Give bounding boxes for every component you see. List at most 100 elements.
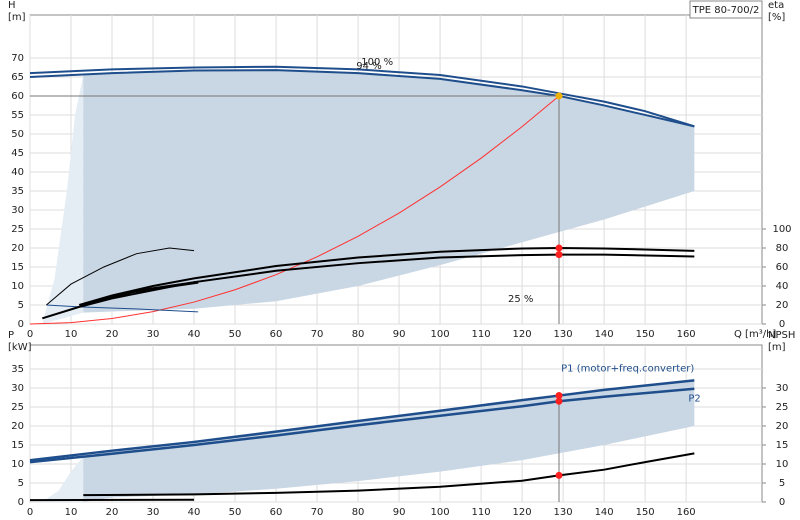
series-label: P1 (motor+freq.converter): [561, 363, 694, 374]
x-tick-label: 0: [27, 507, 33, 518]
operating-point: [555, 92, 563, 100]
curve: [46, 247, 195, 306]
y-tick-label: 35: [11, 186, 24, 197]
operating-point: [555, 251, 563, 259]
y-tick-label: 25: [11, 402, 24, 413]
y-tick-label: 0: [18, 497, 24, 508]
x-tick-label: 20: [106, 329, 119, 340]
x-tick-label: 110: [472, 329, 491, 340]
area: [83, 70, 695, 313]
y2-tick-label: 10: [776, 459, 789, 470]
operating-point: [555, 392, 563, 400]
x-tick-label: 110: [472, 507, 491, 518]
curve: [46, 304, 199, 313]
y-axis-unit: [kW]: [8, 342, 32, 353]
annotation: 100 %: [361, 57, 393, 68]
x-tick-label: 100: [431, 329, 450, 340]
y-tick-label: 5: [18, 300, 24, 311]
y-tick-label: 5: [18, 478, 24, 489]
x-tick-label: 50: [229, 507, 242, 518]
y-tick-label: 50: [11, 129, 24, 140]
chart-title: TPE 80-700/2: [692, 5, 760, 16]
x-tick-label: 20: [106, 507, 119, 518]
y2-axis-label: NPSH: [768, 330, 795, 341]
x-tick-label: 10: [65, 329, 78, 340]
x-tick-label: 90: [393, 507, 406, 518]
y-tick-label: 15: [11, 262, 24, 273]
operating-point: [555, 244, 563, 252]
y-tick-label: 15: [11, 440, 24, 451]
y2-tick-label: 25: [776, 402, 789, 413]
x-tick-label: 160: [677, 329, 696, 340]
y-tick-label: 35: [11, 364, 24, 375]
curve: [29, 69, 695, 128]
x-tick-label: 60: [270, 507, 283, 518]
x-tick-label: 120: [513, 329, 532, 340]
x-tick-label: 70: [311, 507, 324, 518]
curve: [29, 379, 695, 462]
y-tick-label: 20: [11, 243, 24, 254]
x-tick-label: 160: [677, 507, 696, 518]
x-tick-label: 150: [636, 507, 655, 518]
y-tick-label: 25: [11, 224, 24, 235]
y2-axis-unit: [m]: [768, 342, 786, 353]
x-tick-label: 130: [554, 329, 573, 340]
y-tick-label: 10: [11, 459, 24, 470]
series-label: P2: [688, 394, 700, 405]
x-tick-label: 150: [636, 329, 655, 340]
y-tick-label: 30: [11, 383, 24, 394]
x-tick-label: 40: [188, 507, 201, 518]
operating-point: [555, 397, 563, 405]
curve: [78, 246, 695, 306]
x-tick-label: 80: [352, 329, 365, 340]
annotation: 94 %: [356, 61, 381, 72]
y2-tick-label: 20: [776, 421, 789, 432]
y-tick-label: 10: [11, 281, 24, 292]
y-tick-label: 55: [11, 110, 24, 121]
x-tick-label: 10: [65, 507, 78, 518]
operating-point: [555, 471, 563, 479]
x-tick-label: 100: [431, 507, 450, 518]
y-axis-label: H: [8, 0, 16, 11]
x-tick-label: 90: [393, 329, 406, 340]
area: [42, 456, 84, 502]
y-tick-label: 70: [11, 53, 24, 64]
area: [42, 75, 84, 324]
y2-tick-label: 5: [779, 478, 785, 489]
x-tick-label: 80: [352, 507, 365, 518]
curve: [29, 65, 695, 128]
area: [83, 380, 695, 502]
y2-tick-label: 15: [776, 440, 789, 451]
x-tick-label: 140: [595, 329, 614, 340]
x-axis-label: Q [m³/h]: [734, 329, 776, 340]
y2-tick-label: 60: [776, 262, 789, 273]
x-tick-label: 140: [595, 507, 614, 518]
y-tick-label: 30: [11, 205, 24, 216]
y2-tick-label: 30: [776, 383, 789, 394]
y-tick-label: 0: [18, 319, 24, 330]
x-tick-label: 120: [513, 507, 532, 518]
x-tick-label: 50: [229, 329, 242, 340]
y2-tick-label: 0: [779, 497, 785, 508]
y-tick-label: 45: [11, 148, 24, 159]
x-tick-label: 70: [311, 329, 324, 340]
y-tick-label: 20: [11, 421, 24, 432]
x-tick-label: 130: [554, 507, 573, 518]
y2-tick-label: 100: [772, 224, 791, 235]
annotation: 25 %: [508, 294, 533, 305]
y2-tick-label: 40: [776, 281, 789, 292]
y-tick-label: 40: [11, 167, 24, 178]
curve: [29, 387, 695, 464]
curve: [83, 452, 695, 497]
y-axis-unit: [m]: [8, 12, 26, 23]
title-box: [689, 0, 763, 19]
y-tick-label: 65: [11, 72, 24, 83]
y-tick-label: 60: [11, 91, 24, 102]
y2-axis-label: eta: [768, 0, 784, 11]
x-tick-label: 30: [147, 329, 160, 340]
x-tick-label: 40: [188, 329, 201, 340]
curve: [29, 95, 560, 325]
y2-tick-label: 0: [779, 319, 785, 330]
